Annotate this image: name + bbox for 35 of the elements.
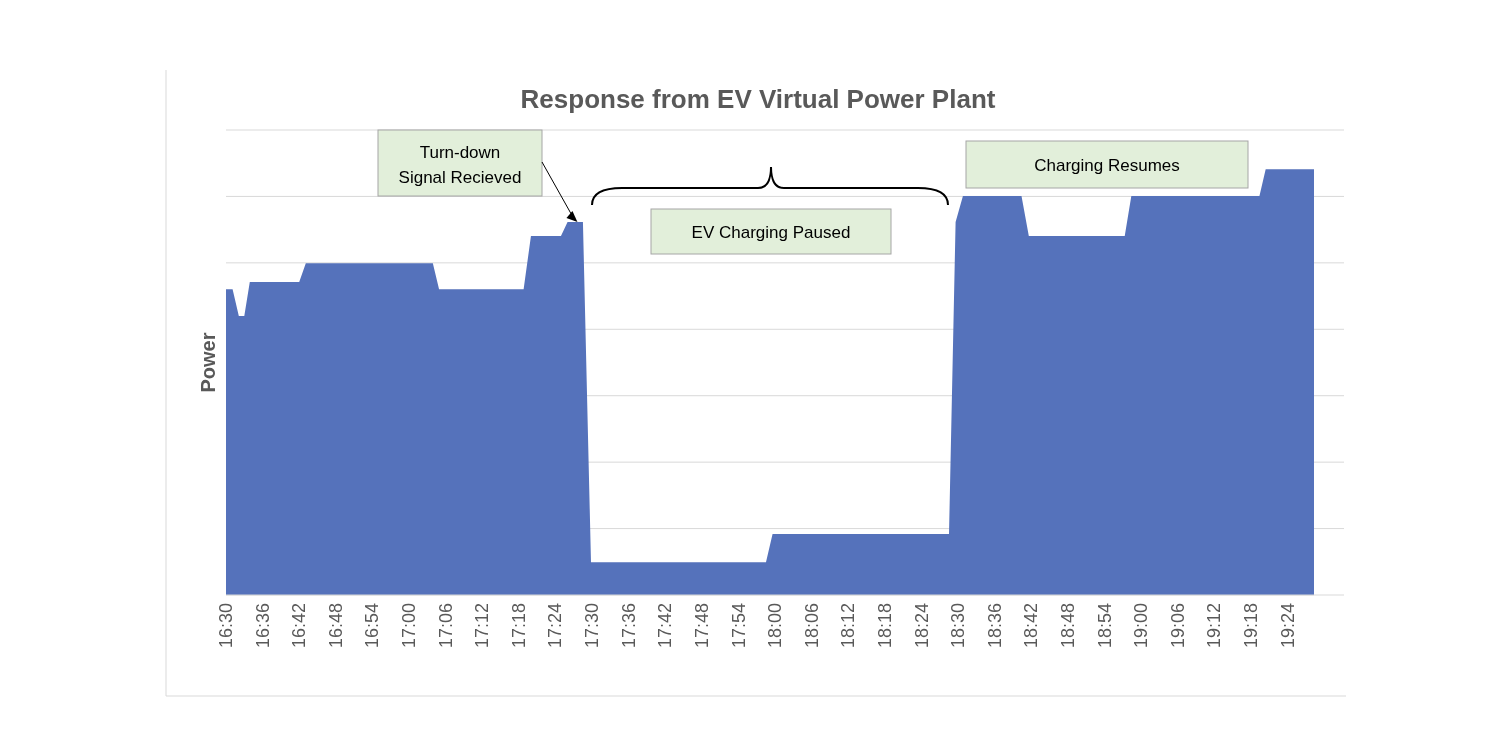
x-tick-label: 18:36 xyxy=(984,603,1005,649)
annotation: Charging Resumes xyxy=(1034,155,1180,175)
x-tick-label: 18:18 xyxy=(874,603,895,649)
x-tick-label: 19:18 xyxy=(1241,603,1262,649)
x-tick-label: 16:36 xyxy=(252,603,273,649)
x-tick-label: 17:42 xyxy=(655,603,676,649)
x-tick-label: 16:48 xyxy=(325,603,346,649)
x-tick-label: 18:12 xyxy=(838,603,859,649)
x-tick-label: 17:06 xyxy=(435,603,456,649)
x-tick-label: 16:30 xyxy=(216,603,236,649)
x-tick-label: 19:12 xyxy=(1204,603,1225,649)
x-tick-label: 18:30 xyxy=(948,603,969,649)
x-tick-label: 19:00 xyxy=(1131,603,1152,649)
x-tick-label: 17:36 xyxy=(618,603,639,649)
x-tick-label: 18:24 xyxy=(911,603,932,649)
x-tick-label: 17:48 xyxy=(691,603,712,649)
x-tick-label: 17:00 xyxy=(399,603,420,649)
x-tick-label: 19:24 xyxy=(1277,603,1298,649)
x-tick-label: 18:48 xyxy=(1057,603,1078,649)
x-tick-label: 17:30 xyxy=(582,603,603,649)
x-tick-label: 17:18 xyxy=(508,603,529,649)
x-tick-label: 18:54 xyxy=(1094,603,1115,649)
x-tick-label: 16:54 xyxy=(362,603,383,649)
x-tick-label: 17:12 xyxy=(472,603,493,649)
x-tick-label: 16:42 xyxy=(289,603,310,649)
x-tick-label: 18:00 xyxy=(765,603,786,649)
annotation: Turn-down Signal Recieved xyxy=(398,143,522,187)
chart-title: Response from EV Virtual Power Plant xyxy=(520,84,996,114)
x-tick-label: 17:54 xyxy=(728,603,749,649)
x-tick-label: 18:42 xyxy=(1021,603,1042,649)
x-tick-label: 17:24 xyxy=(545,603,566,649)
x-tick-label: 19:06 xyxy=(1167,603,1188,649)
annotation: EV Charging Paused xyxy=(691,222,851,242)
y-axis-title: Power xyxy=(197,332,219,393)
x-tick-label: 18:06 xyxy=(801,603,822,649)
